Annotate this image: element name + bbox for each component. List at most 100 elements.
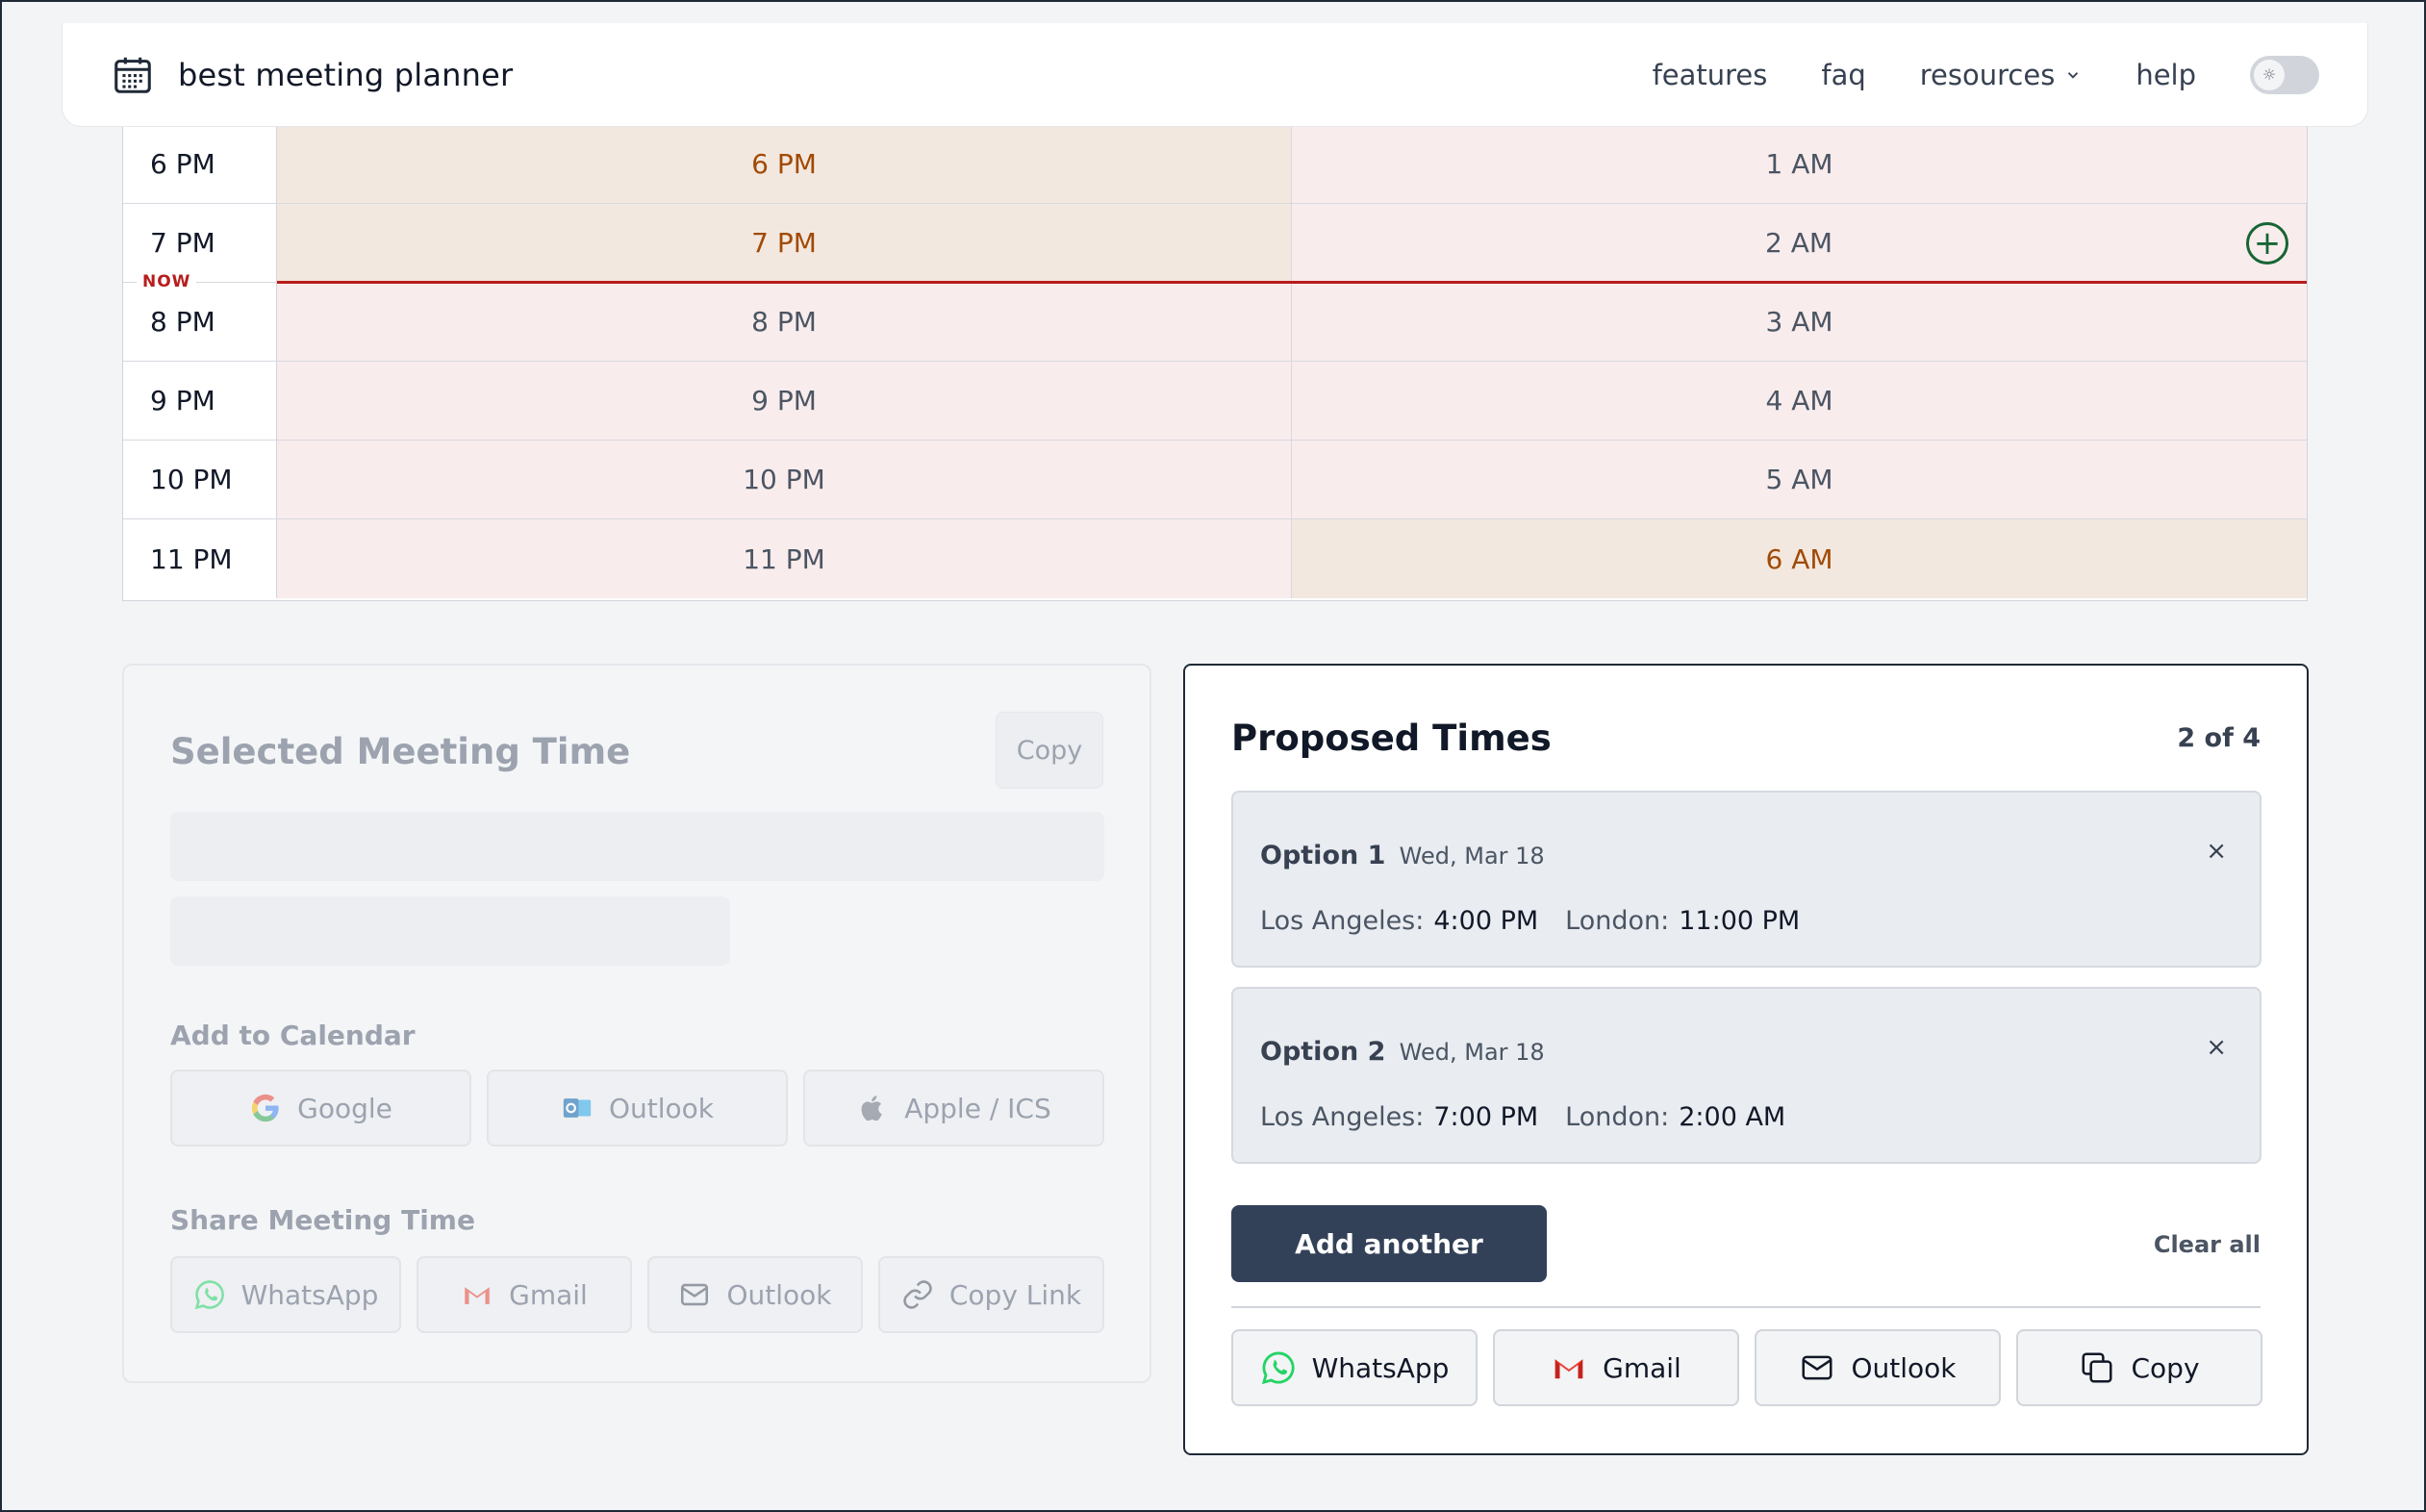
whatsapp-share-button[interactable]: WhatsApp bbox=[1231, 1329, 1478, 1406]
option-header: Option 2 Wed, Mar 18 bbox=[1260, 1037, 1545, 1067]
add-time-icon[interactable]: + bbox=[2246, 221, 2288, 265]
option-city-time: 11:00 PM bbox=[1679, 906, 1801, 936]
gmail-share-label: Gmail bbox=[509, 1278, 588, 1311]
link-icon bbox=[903, 1280, 932, 1309]
chevron-down-icon bbox=[2068, 71, 2079, 79]
apple-ics-button[interactable]: Apple / ICS bbox=[803, 1070, 1104, 1147]
share-meeting-label: Share Meeting Time bbox=[170, 1204, 475, 1236]
sun-icon: ☼ bbox=[2254, 59, 2285, 90]
copy-selected-button[interactable]: Copy bbox=[996, 712, 1103, 789]
option-city-time: 7:00 PM bbox=[1433, 1102, 1539, 1132]
share-buttons-disabled: WhatsApp Gmail Outlook Copy Link bbox=[170, 1256, 1104, 1333]
mail-icon bbox=[681, 1283, 709, 1306]
placeholder-skeleton bbox=[170, 896, 730, 966]
row-time-label: 11 PM bbox=[123, 519, 277, 598]
now-indicator-line bbox=[277, 281, 2307, 284]
option-time-pair: Los Angeles: 7:00 PM bbox=[1260, 1102, 1538, 1132]
copy-link-label: Copy Link bbox=[948, 1278, 1082, 1311]
google-icon bbox=[251, 1094, 279, 1122]
option-name: Option 1 bbox=[1260, 841, 1386, 870]
time-slot-cell[interactable]: 6 AM bbox=[1292, 519, 2307, 598]
theme-toggle[interactable]: ☼ bbox=[2250, 55, 2319, 94]
copy-label: Copy bbox=[2131, 1351, 2200, 1384]
option-date: Wed, Mar 18 bbox=[1399, 843, 1545, 869]
time-slot-cell[interactable]: 11 PM bbox=[277, 519, 1292, 598]
row-time-label: 9 PM bbox=[123, 362, 277, 440]
time-slot-cell[interactable]: 9 PM bbox=[277, 362, 1292, 440]
brand[interactable]: best meeting planner bbox=[111, 53, 513, 97]
proposed-option-card: Option 2 Wed, Mar 18 × Los Angeles: 7:00… bbox=[1231, 987, 2262, 1164]
gmail-share-button[interactable]: Gmail bbox=[417, 1256, 632, 1333]
time-slot-cell[interactable]: 3 AM bbox=[1292, 283, 2307, 361]
time-slot-cell[interactable]: 6 PM bbox=[277, 125, 1292, 203]
outlook-calendar-label: Outlook bbox=[608, 1092, 715, 1124]
outlook-share-button[interactable]: Outlook bbox=[1755, 1329, 2001, 1406]
clear-all-button[interactable]: Clear all bbox=[2153, 1231, 2261, 1258]
placeholder-skeleton bbox=[170, 812, 1104, 881]
time-slot-cell[interactable]: 1 AM bbox=[1292, 125, 2307, 203]
whatsapp-icon bbox=[194, 1280, 224, 1310]
selected-meeting-panel: Selected Meeting Time Copy Add to Calend… bbox=[122, 664, 1151, 1383]
grid-row: 11 PM 11 PM 6 AM bbox=[123, 519, 2307, 598]
time-slot-cell[interactable]: 2 AM + bbox=[1292, 204, 2307, 282]
row-time-label-text: 7 PM bbox=[150, 227, 215, 259]
option-time-pair: London: 2:00 AM bbox=[1565, 1102, 1785, 1132]
apple-icon bbox=[861, 1096, 883, 1121]
time-slot-cell[interactable]: 8 PM bbox=[277, 283, 1292, 361]
grid-row: 8 PM 8 PM 3 AM bbox=[123, 283, 2307, 362]
option-time-pair: Los Angeles: 4:00 PM bbox=[1260, 906, 1538, 936]
gmail-share-label: Gmail bbox=[1603, 1351, 1681, 1384]
nav-resources-dropdown[interactable]: resources bbox=[1920, 59, 2083, 91]
nav-help-link[interactable]: help bbox=[2135, 58, 2196, 91]
time-slot-cell[interactable]: 5 AM bbox=[1292, 441, 2307, 518]
option-city-label: London: bbox=[1565, 1102, 1670, 1132]
divider bbox=[1231, 1306, 2261, 1308]
grid-row: 6 PM 6 PM 1 AM bbox=[123, 125, 2307, 204]
whatsapp-share-label: WhatsApp bbox=[1311, 1351, 1450, 1384]
grid-row: 9 PM 9 PM 4 AM bbox=[123, 362, 2307, 441]
row-time-label: 7 PM NOW bbox=[123, 204, 277, 291]
grid-row: 10 PM 10 PM 5 AM bbox=[123, 441, 2307, 519]
selected-meeting-title: Selected Meeting Time bbox=[170, 731, 631, 772]
option-date: Wed, Mar 18 bbox=[1399, 1039, 1545, 1066]
apple-ics-label: Apple / ICS bbox=[904, 1092, 1051, 1124]
google-calendar-button[interactable]: Google bbox=[170, 1070, 471, 1147]
gmail-icon bbox=[465, 1287, 490, 1304]
nav-features-link[interactable]: features bbox=[1652, 58, 1768, 91]
proposed-count: 2 of 4 bbox=[2177, 723, 2261, 753]
whatsapp-share-button[interactable]: WhatsApp bbox=[170, 1256, 401, 1333]
grid-row: 7 PM NOW 7 PM 2 AM + bbox=[123, 204, 2307, 291]
remove-option-button[interactable]: × bbox=[2206, 837, 2227, 866]
gmail-share-button[interactable]: Gmail bbox=[1493, 1329, 1739, 1406]
row-time-label: 8 PM bbox=[123, 283, 277, 361]
option-time-pair: London: 11:00 PM bbox=[1565, 906, 1800, 936]
calendar-buttons: Google Outlook Apple / ICS bbox=[170, 1070, 1104, 1147]
outlook-share-button[interactable]: Outlook bbox=[647, 1256, 863, 1333]
option-times: Los Angeles: 4:00 PM London: 11:00 PM bbox=[1260, 906, 1800, 936]
outlook-share-label: Outlook bbox=[726, 1278, 832, 1311]
option-times: Los Angeles: 7:00 PM London: 2:00 AM bbox=[1260, 1102, 1785, 1132]
add-another-button[interactable]: Add another bbox=[1231, 1205, 1547, 1282]
time-slot-cell[interactable]: 10 PM bbox=[277, 441, 1292, 518]
brand-name: best meeting planner bbox=[178, 56, 514, 93]
whatsapp-share-label: WhatsApp bbox=[240, 1278, 379, 1311]
calendar-icon bbox=[114, 57, 151, 93]
option-city-label: London: bbox=[1565, 906, 1670, 936]
time-slot-cell[interactable]: 4 AM bbox=[1292, 362, 2307, 440]
now-indicator-label: NOW bbox=[137, 272, 197, 291]
time-slot-cell[interactable]: 7 PM bbox=[277, 204, 1292, 282]
outlook-calendar-button[interactable]: Outlook bbox=[487, 1070, 788, 1147]
time-slot-text: 2 AM bbox=[1764, 227, 1833, 259]
add-to-calendar-label: Add to Calendar bbox=[170, 1020, 416, 1051]
copy-icon bbox=[2082, 1352, 2113, 1383]
outlook-share-label: Outlook bbox=[1851, 1351, 1957, 1384]
row-time-label: 6 PM bbox=[123, 125, 277, 203]
nav-faq-link[interactable]: faq bbox=[1821, 58, 1866, 91]
option-city-time: 4:00 PM bbox=[1433, 906, 1539, 936]
outlook-icon bbox=[563, 1098, 592, 1118]
copy-button[interactable]: Copy bbox=[2016, 1329, 2262, 1406]
whatsapp-icon bbox=[1261, 1351, 1295, 1385]
copy-link-button[interactable]: Copy Link bbox=[878, 1256, 1104, 1333]
remove-option-button[interactable]: × bbox=[2206, 1033, 2227, 1062]
option-name: Option 2 bbox=[1260, 1037, 1386, 1067]
